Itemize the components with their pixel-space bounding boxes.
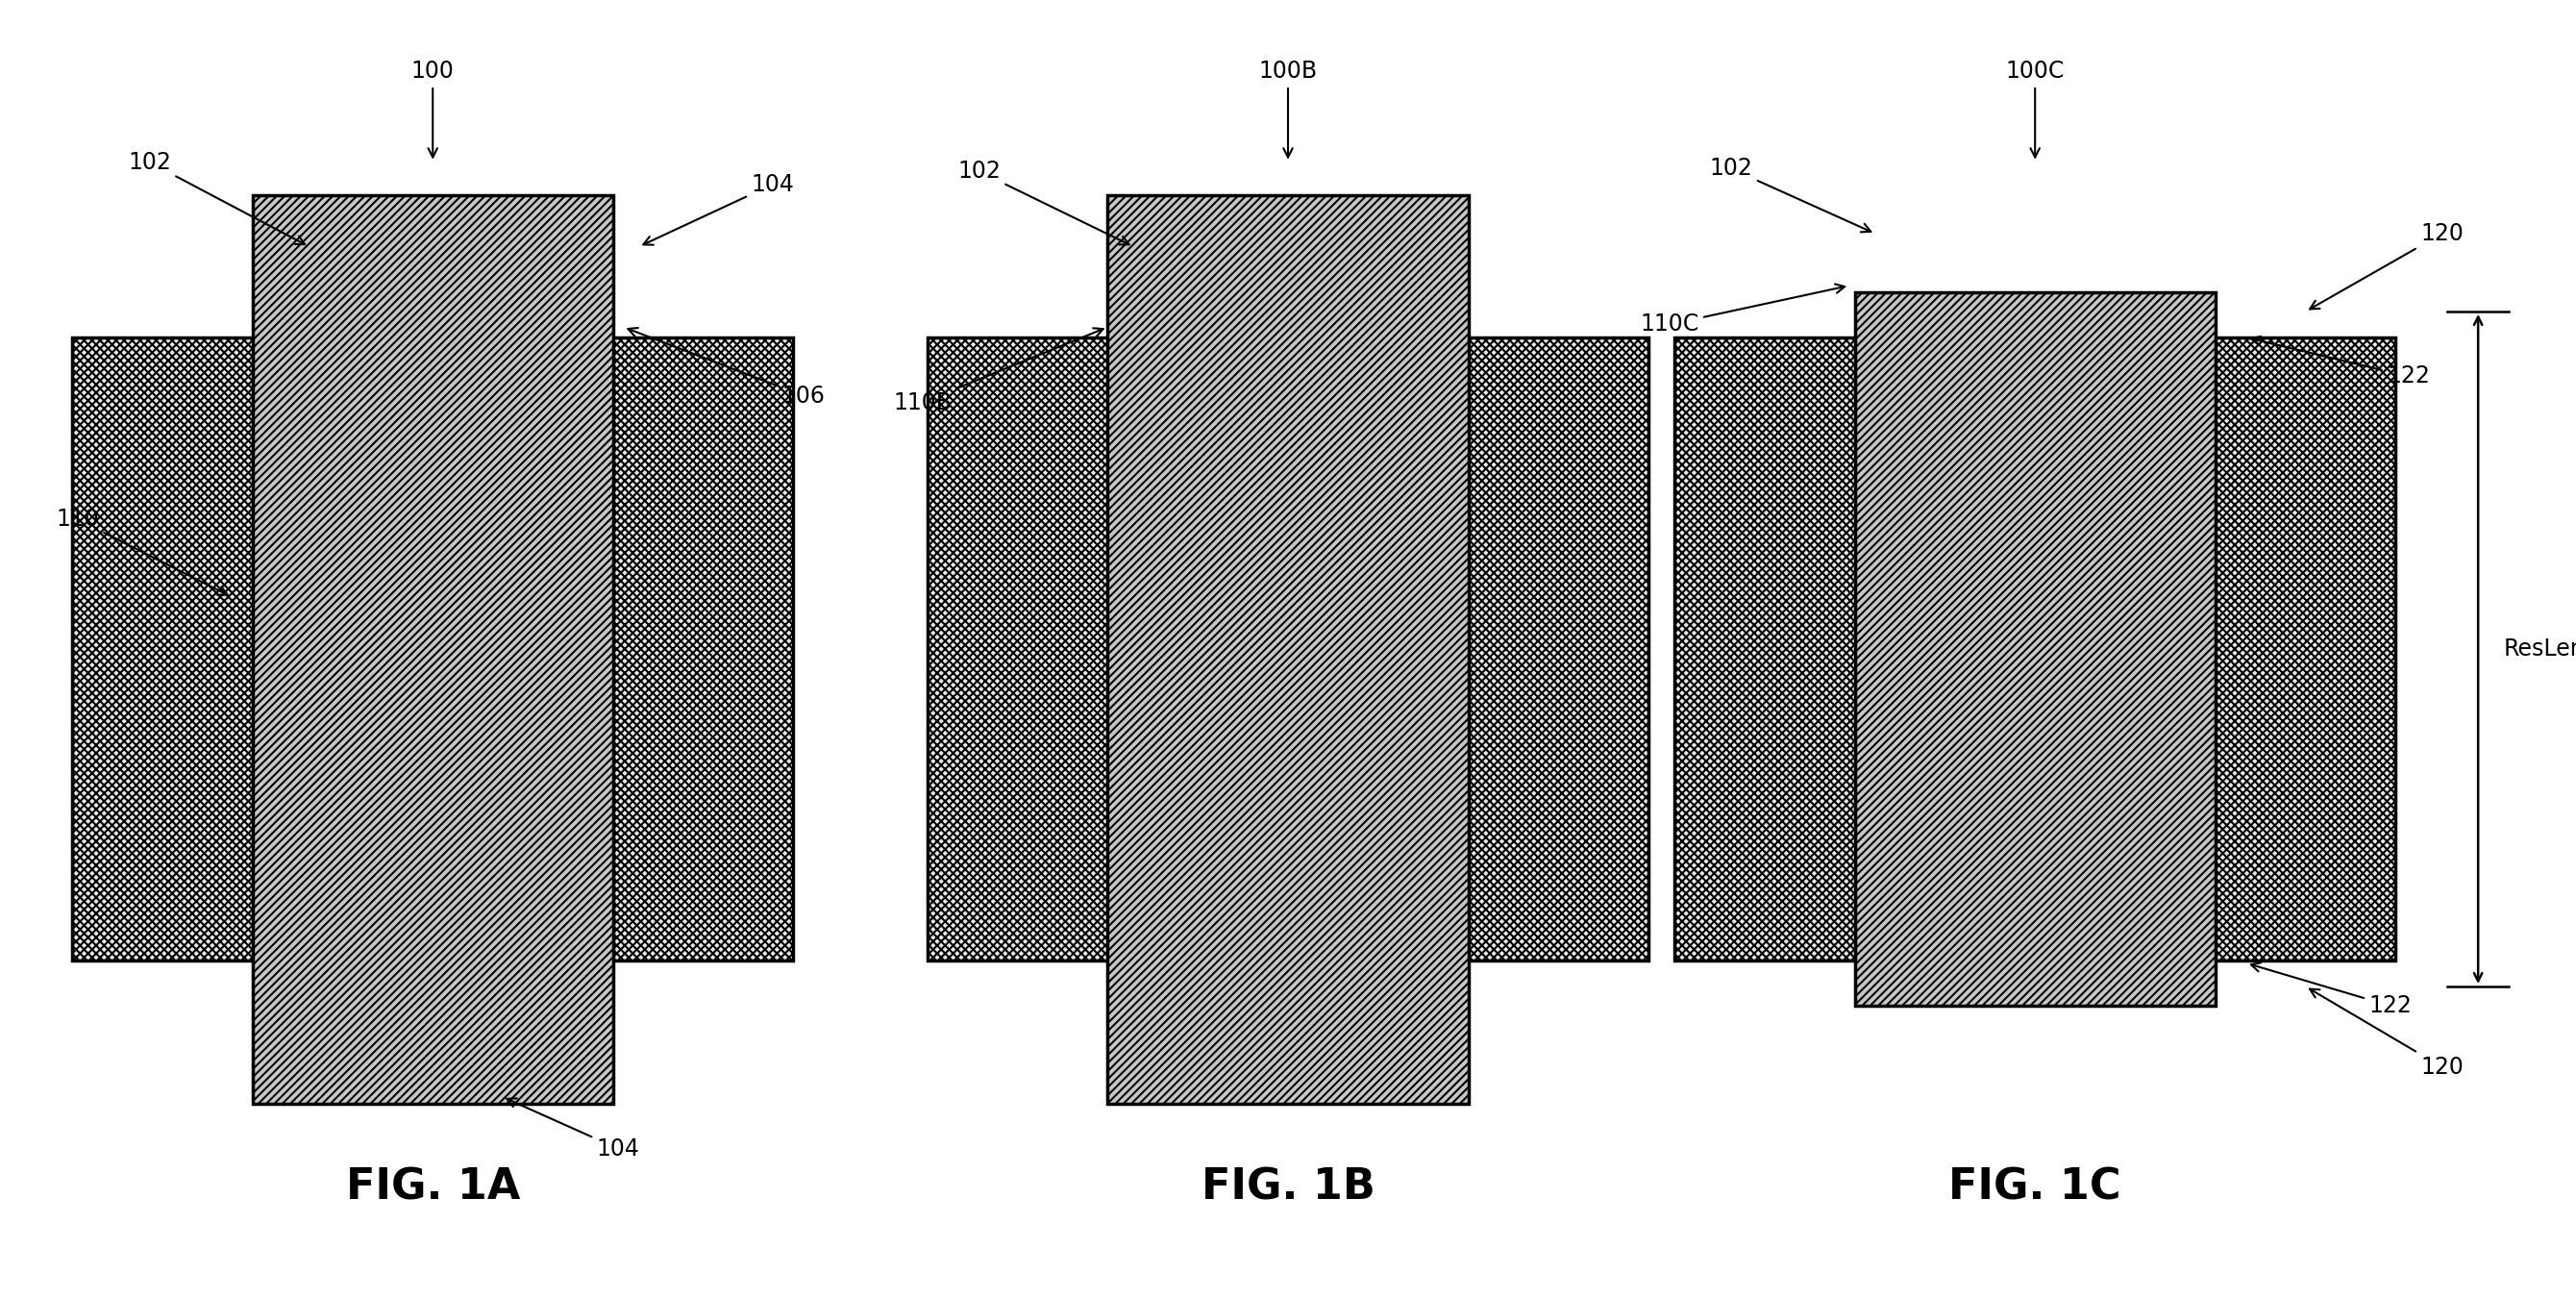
Text: 110C: 110C (1641, 284, 1844, 336)
Text: 110: 110 (57, 508, 227, 594)
Bar (1855, 292, 2215, 1006)
Text: FIG. 1C: FIG. 1C (1947, 1167, 2123, 1208)
Text: FIG. 1B: FIG. 1B (1200, 1167, 1376, 1208)
Bar (1108, 195, 1468, 1103)
Text: 100C: 100C (2007, 60, 2063, 157)
Text: 106: 106 (629, 328, 824, 408)
Text: 100: 100 (412, 60, 453, 157)
Bar (1674, 337, 2396, 961)
Text: 110B: 110B (894, 328, 1103, 414)
Text: 102: 102 (129, 151, 304, 244)
Text: FIG. 1A: FIG. 1A (345, 1167, 520, 1208)
Bar (72, 337, 793, 961)
Text: 120: 120 (2311, 222, 2463, 309)
Text: ResLength: ResLength (2504, 637, 2576, 661)
Text: 100B: 100B (1260, 60, 1316, 157)
Text: 104: 104 (644, 173, 793, 245)
Text: 102: 102 (1710, 157, 1870, 232)
Text: 104: 104 (507, 1098, 639, 1160)
Text: 122: 122 (2251, 336, 2429, 388)
Bar (927, 337, 1649, 961)
Text: 120: 120 (2311, 989, 2463, 1079)
Text: 102: 102 (958, 160, 1128, 244)
Text: 122: 122 (2251, 963, 2411, 1018)
Bar (252, 195, 613, 1103)
